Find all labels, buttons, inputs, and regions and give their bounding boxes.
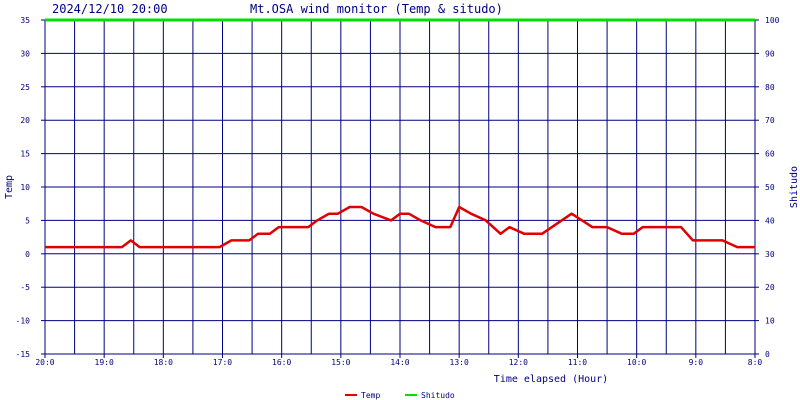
y-tick-label-left: -15 (16, 350, 31, 359)
x-tick-label: 13:0 (450, 358, 469, 367)
x-tick-label: 10:0 (627, 358, 646, 367)
y-tick-label-left: 15 (20, 150, 30, 159)
y-tick-label-left: -5 (20, 283, 30, 292)
y-tick-label-right: 90 (765, 49, 775, 58)
x-tick-label: 11:0 (568, 358, 587, 367)
legend-label-shitudo: Shitudo (421, 391, 455, 400)
series (45, 18, 755, 249)
y-tick-label-right: 10 (765, 317, 775, 326)
y-tick-label-right: 30 (765, 250, 775, 259)
y-tick-label-right: 60 (765, 150, 775, 159)
y-tick-label-left: -10 (16, 317, 31, 326)
series-line-temp (45, 205, 755, 249)
x-axis-label: Time elapsed (Hour) (494, 374, 608, 385)
legend: Temp Shitudo (345, 391, 455, 400)
chart-title: Mt.OSA wind monitor (Temp & situdo) (250, 2, 503, 16)
y-tick-label-right: 0 (765, 350, 770, 359)
x-tick-label: 16:0 (272, 358, 291, 367)
left-axis-ticks: -15 -10 -5 0 5 10 15 20 25 30 35 (16, 16, 45, 359)
y-tick-label-left: 30 (20, 49, 30, 58)
x-tick-label: 9:0 (689, 358, 704, 367)
y-tick-label-right: 100 (765, 16, 780, 25)
x-tick-label: 14:0 (390, 358, 409, 367)
y-axis-label-left: Temp (4, 175, 15, 199)
y-tick-label-right: 20 (765, 283, 775, 292)
x-tick-label: 8:0 (748, 358, 763, 367)
y-tick-label-right: 40 (765, 216, 775, 225)
y-tick-label-left: 10 (20, 183, 30, 192)
y-tick-label-right: 70 (765, 116, 775, 125)
grid (45, 20, 755, 354)
x-tick-label: 15:0 (331, 358, 350, 367)
right-axis-ticks: 0 10 20 30 40 50 60 70 80 90 100 (755, 16, 780, 359)
timestamp: 2024/12/10 20:00 (52, 2, 168, 16)
y-tick-label-left: 25 (20, 83, 30, 92)
y-axis-label-right: Shitudo (789, 166, 800, 208)
x-tick-label: 12:0 (509, 358, 528, 367)
y-tick-label-left: 20 (20, 116, 30, 125)
y-tick-label-left: 0 (25, 250, 30, 259)
y-tick-label-left: 5 (25, 216, 30, 225)
x-axis-ticks: 20:0 19:0 18:0 17:0 16:0 15:0 14:0 13:0 12:0 11:0… (35, 354, 762, 367)
x-tick-label: 18:0 (154, 358, 173, 367)
y-tick-label-right: 50 (765, 183, 775, 192)
x-tick-label: 20:0 (35, 358, 54, 367)
x-tick-label: 19:0 (95, 358, 114, 367)
legend-label-temp: Temp (361, 391, 380, 400)
y-tick-label-right: 80 (765, 83, 775, 92)
y-tick-label-left: 35 (20, 16, 30, 25)
x-tick-label: 17:0 (213, 358, 232, 367)
